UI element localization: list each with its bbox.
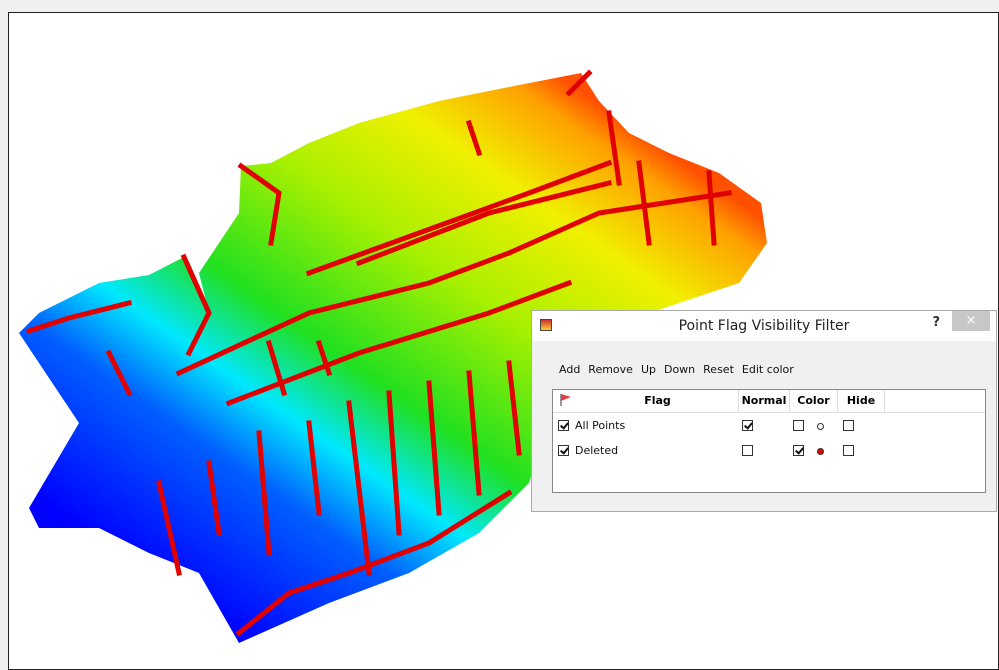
flag-icon — [560, 394, 571, 406]
toolbar-button[interactable]: Up — [640, 363, 656, 376]
app-icon — [540, 319, 552, 331]
normal-checkbox[interactable] — [742, 420, 753, 431]
row-checkbox[interactable] — [558, 420, 569, 431]
deleted-points — [25, 69, 732, 637]
filter-dialog: Point Flag Visibility Filter ? × Add Remo… — [531, 310, 997, 512]
row-checkbox[interactable] — [558, 445, 569, 456]
hide-checkbox[interactable] — [843, 445, 854, 456]
toolbar-button[interactable]: Add — [559, 363, 581, 376]
flag-table: Flag Normal Color Hide All Points Deleted — [552, 389, 986, 493]
title-bar: Point Flag Visibility Filter ? × — [532, 311, 996, 341]
column-header[interactable]: Flag — [577, 390, 739, 412]
toolbar-button[interactable]: Down — [663, 363, 696, 376]
flag-name: Deleted — [575, 444, 619, 457]
column-header[interactable]: Color — [790, 390, 838, 412]
dialog-title: Point Flag Visibility Filter — [678, 318, 850, 334]
terrain-surface — [19, 73, 767, 643]
toolbar: Add Remove Up Down Reset Edit color — [559, 363, 794, 376]
close-button[interactable]: × — [952, 311, 990, 331]
point-cloud-scene — [19, 69, 767, 643]
column-header[interactable]: Hide — [838, 390, 885, 412]
toolbar-button[interactable]: Edit color — [741, 363, 794, 376]
table-header: Flag Normal Color Hide — [553, 390, 985, 413]
hide-checkbox[interactable] — [843, 420, 854, 431]
toolbar-button[interactable]: Reset — [703, 363, 734, 376]
help-button[interactable]: ? — [932, 315, 940, 330]
color-checkbox[interactable] — [793, 445, 804, 456]
normal-checkbox[interactable] — [742, 445, 753, 456]
color-swatch[interactable] — [817, 423, 824, 430]
toolbar-button[interactable]: Remove — [588, 363, 633, 376]
color-swatch[interactable] — [817, 448, 824, 455]
color-checkbox[interactable] — [793, 420, 804, 431]
column-header[interactable]: Normal — [739, 390, 790, 412]
flag-name: All Points — [575, 419, 626, 432]
